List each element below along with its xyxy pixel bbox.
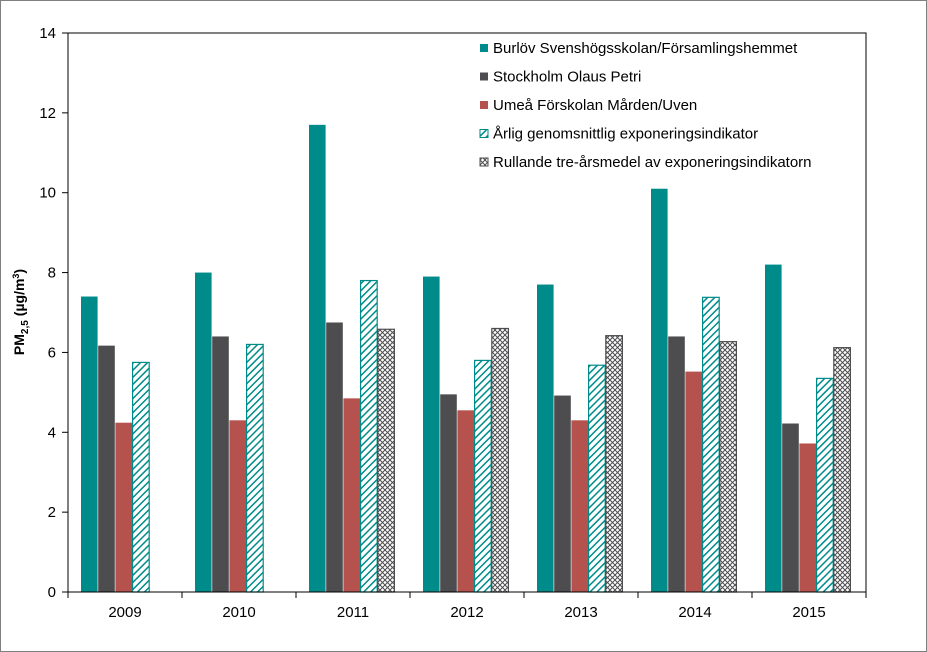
bar-series-3-2011 bbox=[343, 398, 360, 592]
bar-series-5-2013 bbox=[605, 335, 623, 593]
bar-series-3-2015 bbox=[799, 443, 816, 592]
bar-series-4-2015 bbox=[815, 377, 834, 593]
plot-area bbox=[67, 32, 867, 593]
bar-series-4-2013 bbox=[587, 364, 606, 593]
y-tick-label: 8 bbox=[48, 265, 56, 282]
legend-label: Burlöv Svenshögsskolan/Församlingshemmet bbox=[493, 40, 798, 57]
bar-series-1-2014 bbox=[651, 188, 668, 592]
legend-swatch bbox=[479, 157, 489, 167]
bar-series-1-2013 bbox=[537, 284, 554, 592]
bar-series-2-2011 bbox=[326, 322, 343, 592]
x-tick-label: 2013 bbox=[564, 604, 597, 621]
bar-series-2-2013 bbox=[554, 395, 571, 592]
y-tick-label: 6 bbox=[48, 344, 56, 361]
bar-series-2-2014 bbox=[668, 336, 685, 592]
bar-series-5-2014 bbox=[719, 341, 737, 593]
legend-swatch bbox=[479, 129, 489, 138]
x-tick-label: 2015 bbox=[792, 604, 825, 621]
y-tick-label: 0 bbox=[48, 584, 56, 601]
legend-label: Umeå Förskolan Mården/Uven bbox=[493, 97, 697, 114]
bar-series-4-2012 bbox=[474, 359, 492, 593]
bar-series-3-2012 bbox=[457, 410, 474, 592]
bar-series-5-2012 bbox=[491, 327, 509, 593]
bar-series-3-2014 bbox=[685, 371, 702, 592]
bars bbox=[81, 124, 851, 593]
y-axis-ticks: 0 2 4 6 8 10 12 14 bbox=[39, 25, 68, 601]
bar-series-3-2013 bbox=[571, 420, 588, 592]
bar-series-4-2009 bbox=[132, 361, 150, 593]
bar-series-1-2010 bbox=[195, 272, 212, 592]
bar-series-5-2011 bbox=[377, 328, 395, 593]
legend-swatch bbox=[480, 44, 488, 52]
legend: Burlöv Svenshögsskolan/Församlingshemmet… bbox=[479, 40, 812, 171]
x-tick-label: 2009 bbox=[108, 604, 141, 621]
x-tick-label: 2011 bbox=[337, 604, 369, 621]
y-tick-label: 10 bbox=[39, 185, 56, 202]
bar-series-4-2010 bbox=[246, 343, 264, 593]
legend-label: Rullande tre-årsmedel av exponeringsindi… bbox=[493, 154, 812, 171]
y-tick-label: 12 bbox=[39, 105, 56, 122]
bar-series-1-2015 bbox=[765, 264, 782, 592]
bar-series-5-2015 bbox=[833, 347, 851, 593]
legend-swatch bbox=[480, 101, 488, 109]
bar-series-1-2011 bbox=[309, 124, 326, 592]
bar-series-2-2012 bbox=[440, 394, 457, 592]
bar-series-4-2011 bbox=[360, 279, 378, 593]
bar-series-2-2015 bbox=[782, 423, 799, 592]
x-tick-label: 2010 bbox=[222, 604, 255, 621]
y-tick-label: 14 bbox=[39, 25, 56, 42]
legend-label: Årlig genomsnittlig exponeringsindikator bbox=[493, 126, 758, 143]
x-tick-label: 2012 bbox=[450, 604, 483, 621]
bar-series-2-2009 bbox=[98, 345, 115, 592]
legend-swatch bbox=[480, 72, 488, 81]
y-axis-label: PM2,5(µg/m3) bbox=[11, 269, 31, 355]
y-tick-label: 4 bbox=[48, 424, 56, 441]
bar-series-2-2010 bbox=[212, 336, 229, 592]
x-tick-label: 2014 bbox=[678, 604, 711, 621]
bar-series-3-2010 bbox=[229, 420, 246, 592]
bar-series-1-2009 bbox=[81, 296, 98, 592]
legend-label: Stockholm Olaus Petri bbox=[493, 69, 641, 86]
bar-series-3-2009 bbox=[115, 422, 132, 592]
y-tick-label: 2 bbox=[48, 504, 56, 521]
x-axis-ticks: 2009 2010 2011 2012 2013 2014 2015 bbox=[67, 592, 867, 621]
bar-series-4-2014 bbox=[701, 296, 720, 593]
bar-series-1-2012 bbox=[423, 276, 440, 592]
